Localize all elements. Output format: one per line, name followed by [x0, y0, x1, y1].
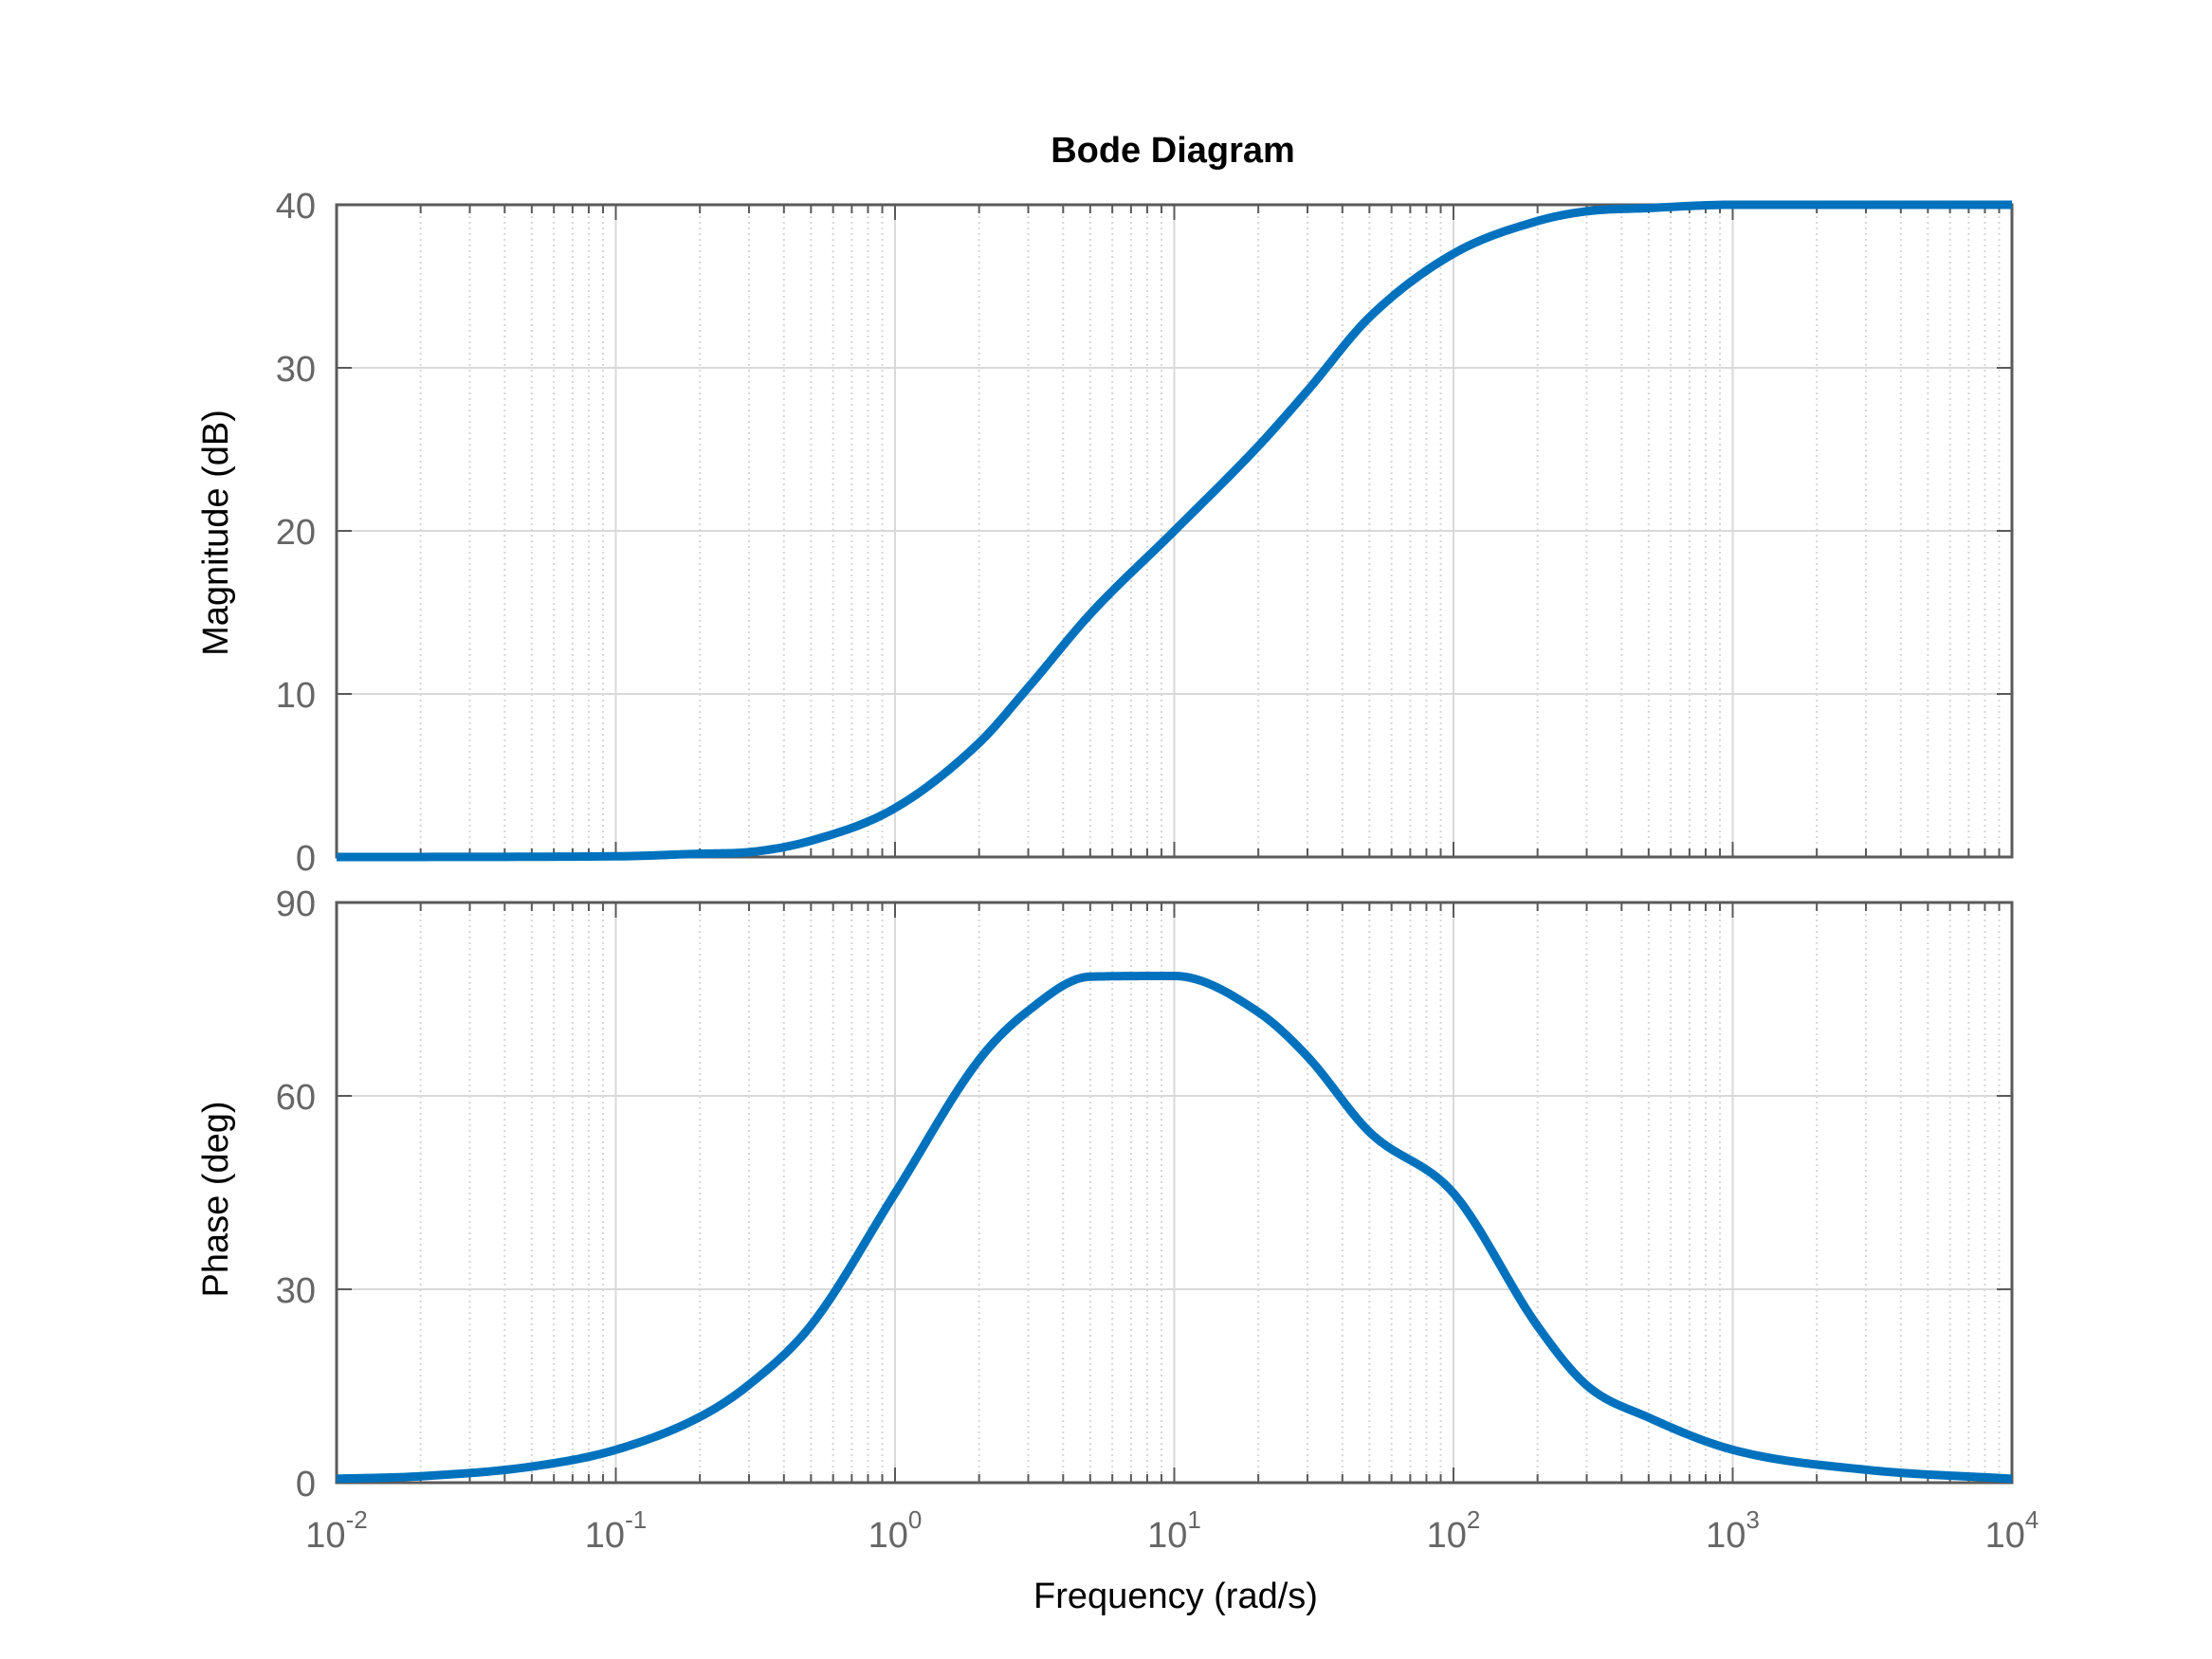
x-tick-label: 102 [1427, 1505, 1481, 1556]
x-tick-label: 10-2 [305, 1505, 367, 1556]
x-tick-exponent: -1 [625, 1505, 647, 1534]
y-tick-label: 40 [276, 187, 316, 227]
x-tick-exponent: 4 [2025, 1505, 2038, 1534]
x-tick-exponent: 0 [908, 1505, 922, 1534]
x-tick-base: 10 [1985, 1516, 2025, 1556]
chart-title: Bode Diagram [1051, 131, 1295, 171]
axes-frame [335, 901, 2014, 1485]
x-tick-exponent: 3 [1746, 1505, 1759, 1534]
y-tick-label: 30 [276, 1271, 316, 1311]
x-tick-labels: 10-2 10-1 100 101 102 103 104 [305, 1505, 2038, 1556]
y-tick-label: 0 [296, 1465, 316, 1504]
phase-panel: 0 30 60 90 [276, 884, 2014, 1504]
y-tick-label: 60 [276, 1078, 316, 1118]
magnitude-panel: 0 10 20 30 40 [276, 187, 2014, 879]
x-tick-label: 103 [1706, 1505, 1760, 1556]
x-tick-base: 10 [1706, 1516, 1746, 1556]
axes-frame [335, 203, 2014, 859]
y-tick-label: 90 [276, 884, 316, 924]
y-tick-label: 10 [276, 676, 316, 716]
phase-curve [336, 972, 2013, 1484]
magnitude-curve [336, 200, 2012, 862]
x-tick-base: 10 [585, 1516, 625, 1556]
x-tick-exponent: 2 [1467, 1505, 1480, 1534]
x-tick-base: 10 [1427, 1516, 1467, 1556]
y-tick-label: 30 [276, 350, 316, 390]
x-tick-exponent: -2 [346, 1505, 368, 1534]
x-tick-label: 101 [1147, 1505, 1201, 1556]
x-tick-base: 10 [868, 1516, 908, 1556]
x-tick-label: 10-1 [585, 1505, 647, 1556]
y-tick-label: 20 [276, 513, 316, 553]
x-tick-label: 100 [868, 1505, 923, 1556]
magnitude-axis-label: Magnitude (dB) [196, 410, 236, 656]
x-tick-label: 104 [1985, 1505, 2039, 1556]
x-tick-base: 10 [305, 1516, 345, 1556]
x-tick-base: 10 [1147, 1516, 1187, 1556]
y-tick-label: 0 [296, 839, 316, 879]
x-tick-exponent: 1 [1187, 1505, 1200, 1534]
x-axis-label: Frequency (rad/s) [1033, 1577, 1318, 1616]
phase-axis-label: Phase (deg) [196, 1101, 236, 1297]
